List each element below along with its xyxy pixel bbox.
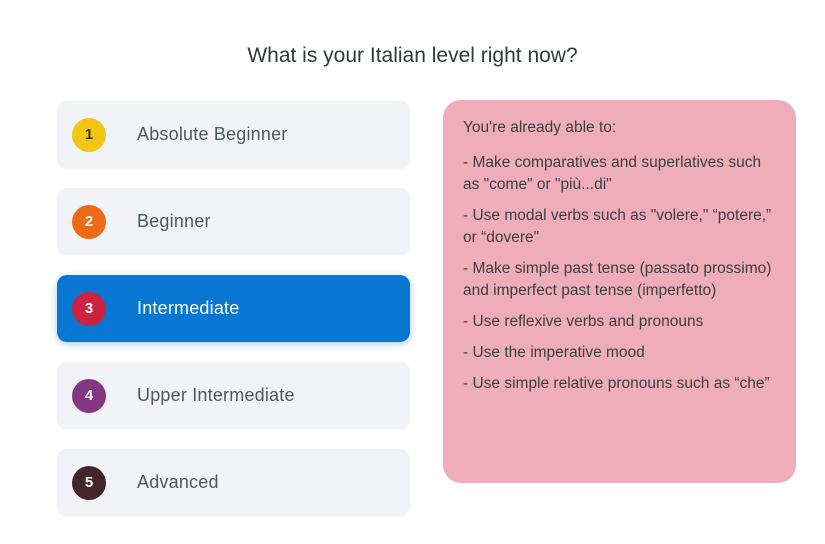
details-bullet: - Use modal verbs such as "volere," “pot… xyxy=(463,207,772,246)
details-bullet: - Make simple past tense (passato prossi… xyxy=(463,260,772,299)
details-panel: You're already able to: - Make comparati… xyxy=(443,100,796,483)
level-option-absolute-beginner[interactable]: 1 Absolute Beginner xyxy=(57,101,410,168)
level-number-badge: 5 xyxy=(72,465,106,500)
level-number-badge: 1 xyxy=(72,117,106,152)
level-option-upper-intermediate[interactable]: 4 Upper Intermediate xyxy=(57,362,410,429)
details-bullet: - Use reflexive verbs and pronouns xyxy=(463,313,704,330)
level-option-intermediate[interactable]: 3 Intermediate xyxy=(57,275,410,342)
level-option-label: Upper Intermediate xyxy=(137,385,295,405)
level-option-advanced[interactable]: 5 Advanced xyxy=(57,449,410,516)
page-title: What is your Italian level right now? xyxy=(247,44,578,67)
level-option-label: Advanced xyxy=(137,472,219,492)
level-option-label: Beginner xyxy=(137,211,211,231)
level-option-beginner[interactable]: 2 Beginner xyxy=(57,188,410,255)
level-option-label: Intermediate xyxy=(137,298,240,318)
level-option-label: Absolute Beginner xyxy=(137,124,288,144)
details-bullet: - Make comparatives and superlatives suc… xyxy=(463,154,762,193)
details-heading: You're already able to: xyxy=(463,119,617,136)
level-list: 1 Absolute Beginner 2 Beginner 3 Interme… xyxy=(57,101,410,536)
level-number-badge: 2 xyxy=(72,204,106,239)
level-number-badge: 4 xyxy=(72,378,106,413)
level-number-badge: 3 xyxy=(72,291,106,326)
details-bullet: - Use the imperative mood xyxy=(463,344,645,361)
details-bullet: - Use simple relative pronouns such as “… xyxy=(463,375,770,392)
